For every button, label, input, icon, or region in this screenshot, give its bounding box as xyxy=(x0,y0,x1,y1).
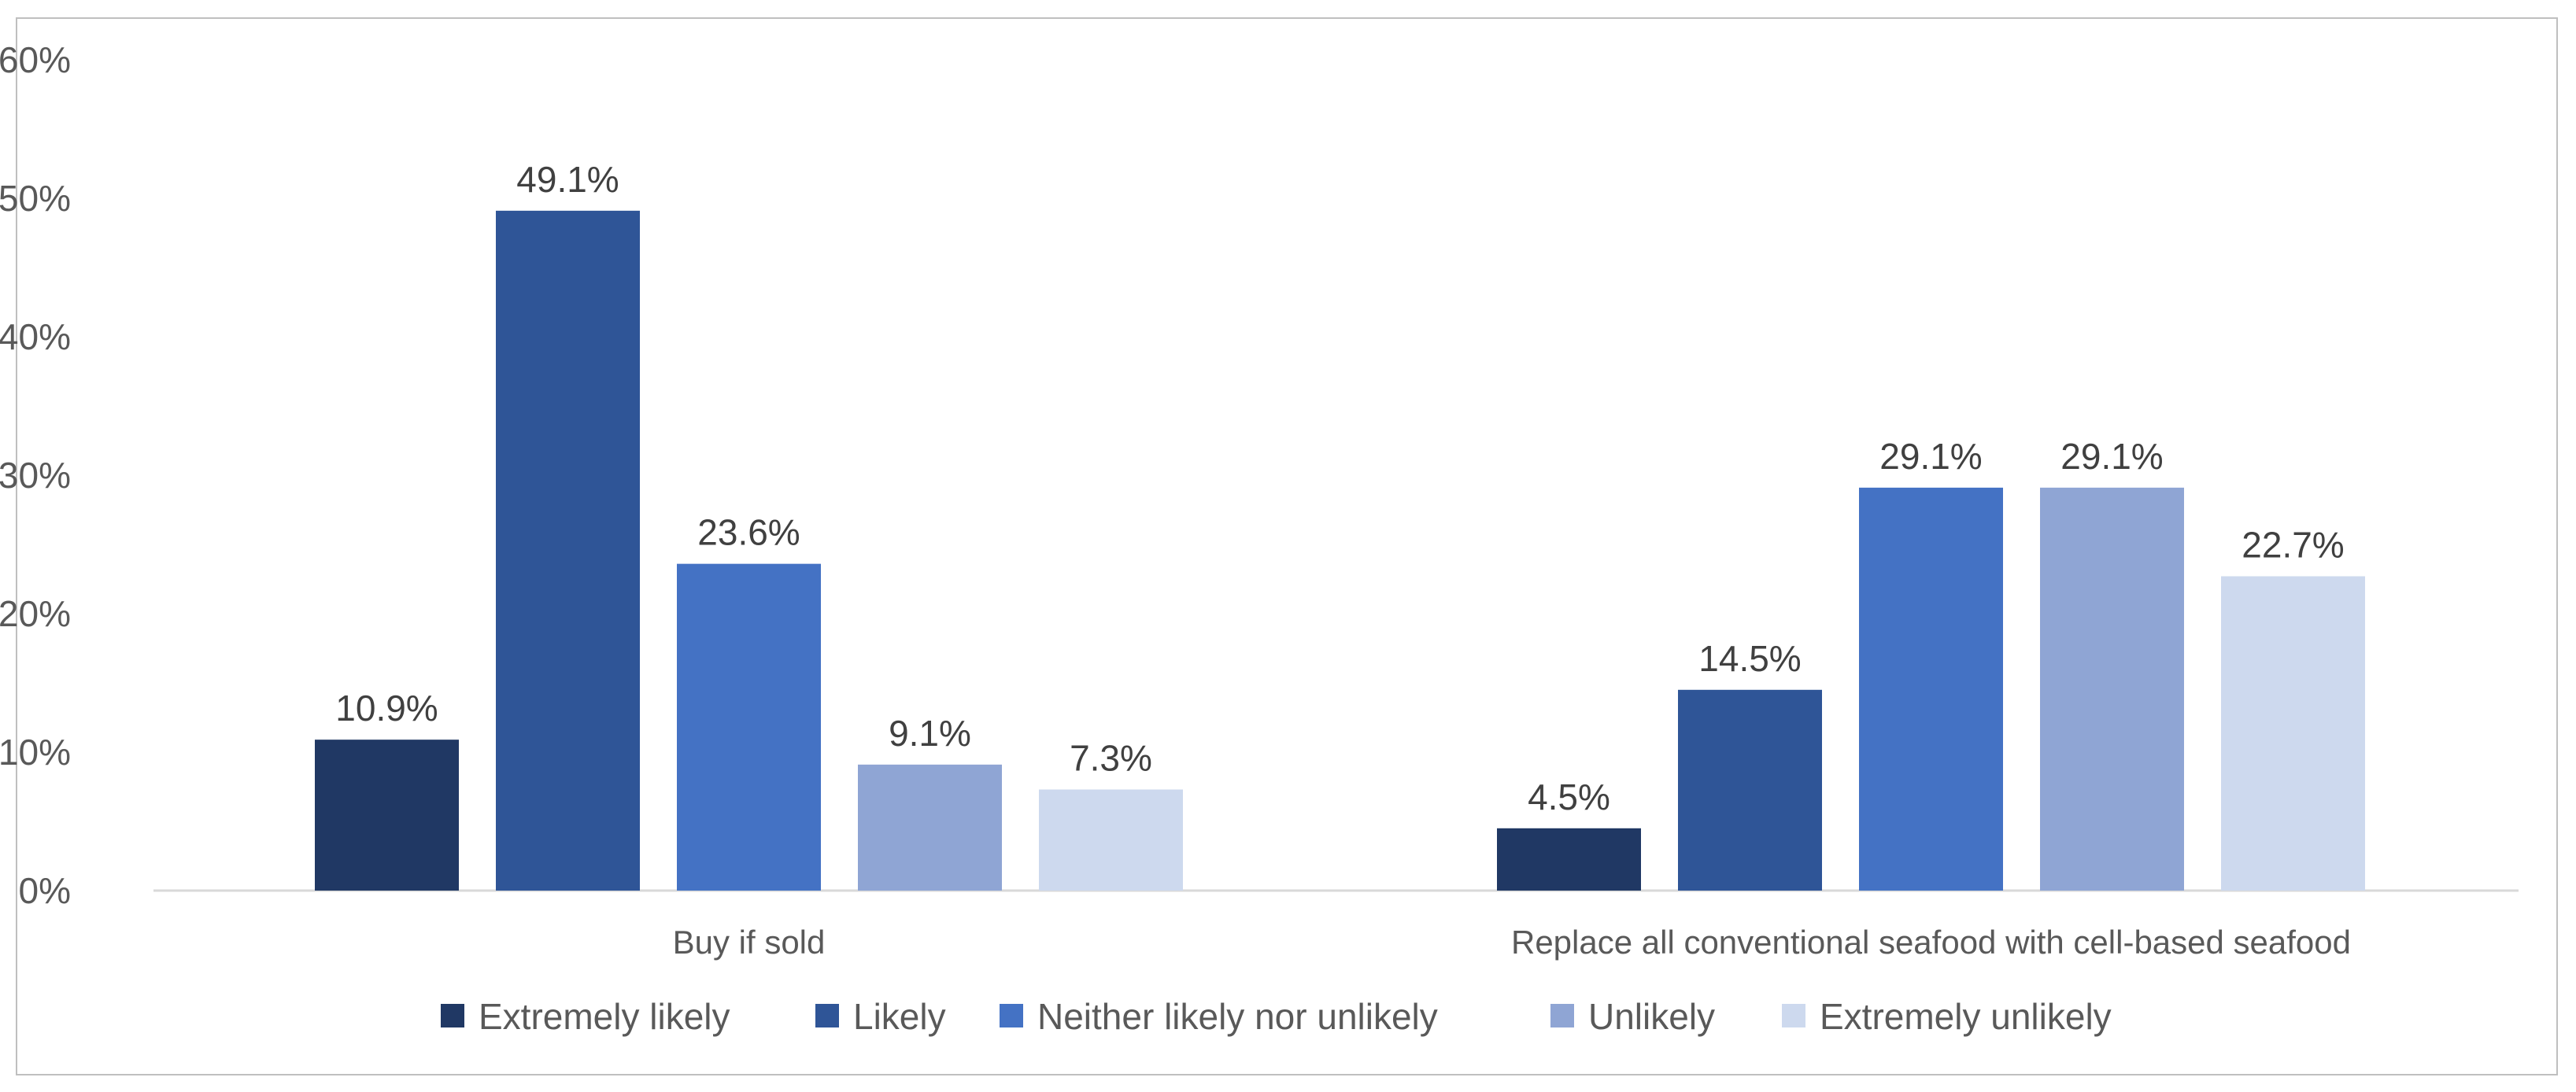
bar xyxy=(2040,487,2184,891)
category-label: Buy if sold xyxy=(673,924,826,961)
bar xyxy=(1497,828,1641,891)
legend-swatch xyxy=(1000,1004,1023,1027)
y-tick-label: 50% xyxy=(0,178,71,219)
bar xyxy=(1678,689,1822,891)
bar xyxy=(1039,789,1183,891)
data-label: 4.5% xyxy=(1528,777,1610,817)
legend-swatch xyxy=(1550,1004,1574,1027)
legend-swatch xyxy=(441,1004,464,1027)
data-label: 49.1% xyxy=(516,159,619,200)
data-label: 14.5% xyxy=(1698,638,1801,679)
legend-label: Likely xyxy=(853,996,946,1037)
bar xyxy=(496,210,640,891)
y-tick-label: 60% xyxy=(0,39,71,80)
bar xyxy=(1859,487,2003,891)
bar xyxy=(2221,576,2365,891)
y-tick-label: 40% xyxy=(0,316,71,357)
bar xyxy=(858,764,1002,891)
legend-swatch xyxy=(1782,1004,1805,1027)
data-label: 9.1% xyxy=(889,713,971,754)
category-label: Replace all conventional seafood with ce… xyxy=(1511,924,2351,961)
legend-label: Extremely unlikely xyxy=(1820,996,2112,1037)
legend-label: Extremely likely xyxy=(479,996,730,1037)
y-tick-label: 30% xyxy=(0,455,71,496)
data-label: 29.1% xyxy=(2060,436,2163,477)
legend-label: Unlikely xyxy=(1588,996,1715,1037)
legend-label: Neither likely nor unlikely xyxy=(1037,996,1438,1037)
y-tick-label: 10% xyxy=(0,732,71,773)
data-label: 22.7% xyxy=(2242,524,2344,565)
data-label: 7.3% xyxy=(1070,738,1152,779)
data-label: 23.6% xyxy=(697,512,800,553)
bar xyxy=(315,740,459,891)
y-tick-label: 20% xyxy=(0,593,71,634)
bar xyxy=(677,563,821,891)
legend-swatch xyxy=(815,1004,839,1027)
data-label: 29.1% xyxy=(1879,436,1982,477)
data-label: 10.9% xyxy=(335,688,438,729)
y-tick-label: 0% xyxy=(19,870,71,911)
